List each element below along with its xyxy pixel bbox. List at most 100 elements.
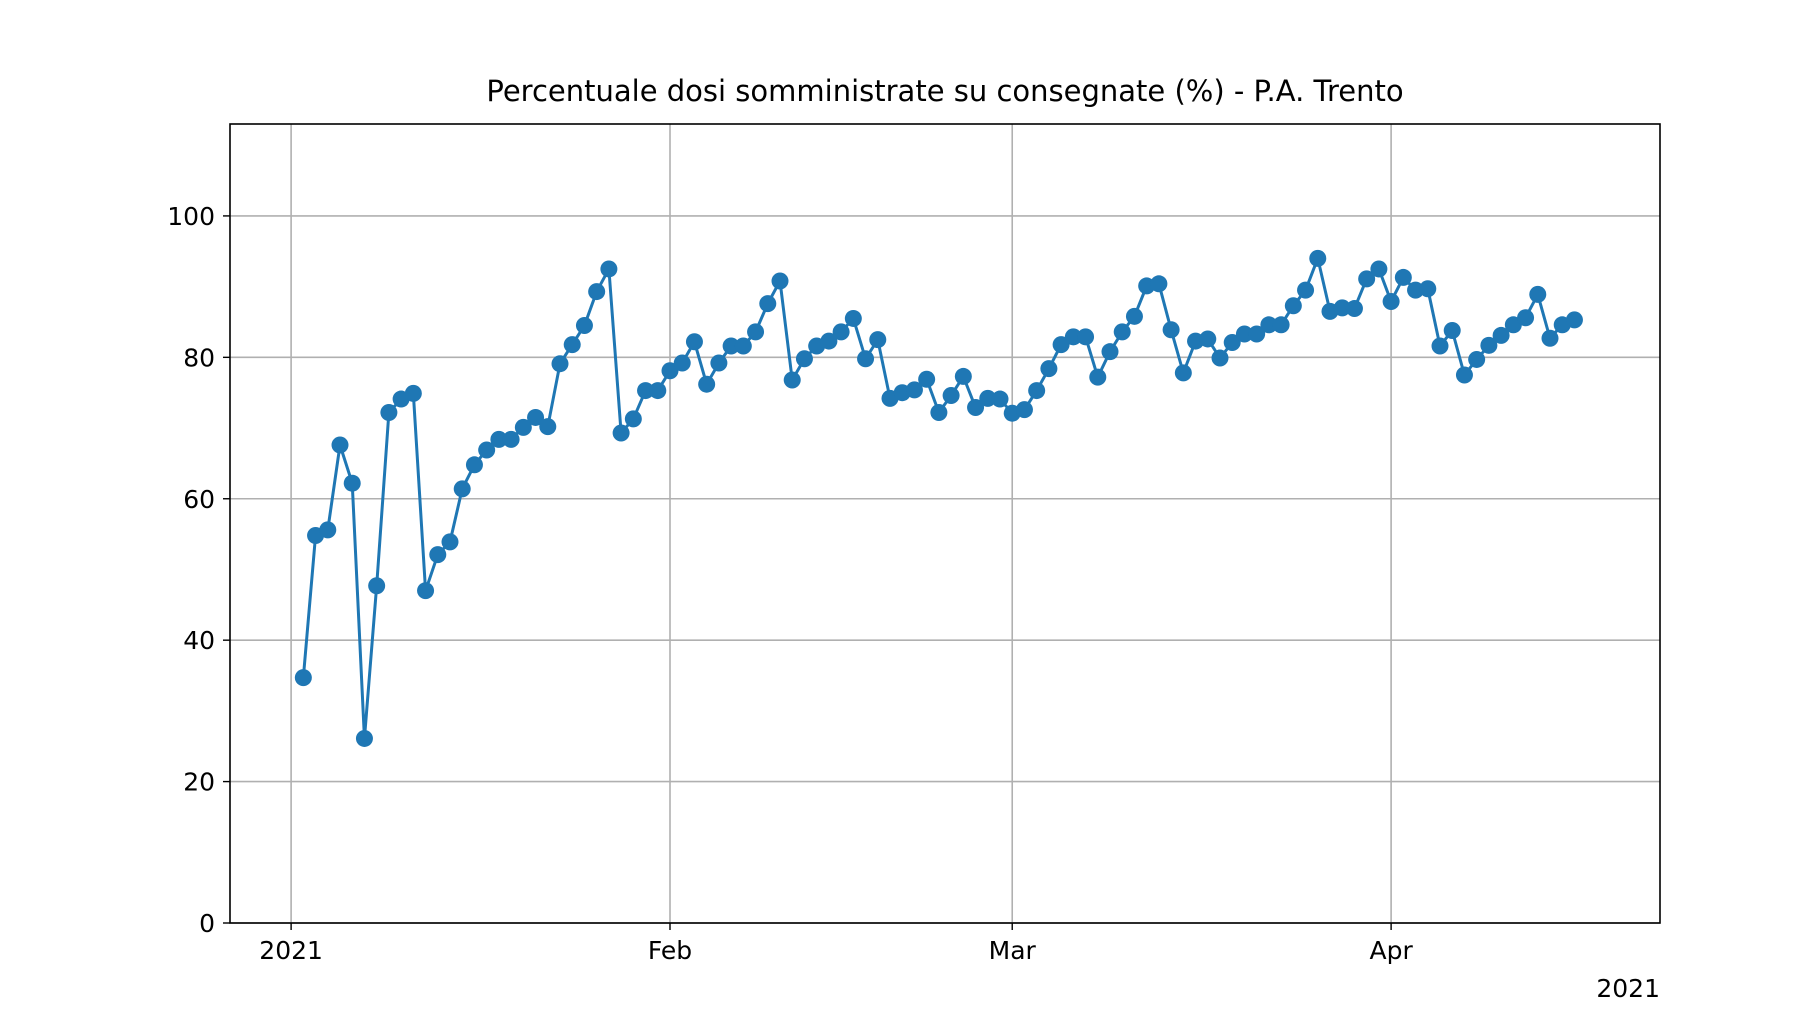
data-point — [1419, 280, 1437, 298]
data-point — [869, 331, 887, 349]
y-tick-label: 20 — [183, 768, 215, 797]
data-point — [661, 362, 679, 380]
data-point — [649, 382, 667, 400]
data-point — [1297, 281, 1315, 299]
data-point — [1529, 285, 1547, 303]
data-point — [417, 582, 435, 600]
data-point — [747, 323, 765, 341]
y-tick-label: 40 — [183, 626, 215, 655]
data-series — [294, 249, 1583, 747]
data-point — [1089, 368, 1107, 386]
data-point — [588, 283, 606, 301]
data-point — [478, 441, 496, 459]
data-point — [783, 371, 801, 389]
plot-frame — [229, 123, 1661, 924]
data-point — [527, 408, 545, 426]
data-point — [820, 332, 838, 350]
x-axis-offset-label: 2021 — [1596, 974, 1660, 1003]
data-point — [575, 317, 593, 335]
data-point — [1480, 336, 1498, 354]
data-point — [795, 350, 813, 368]
data-point — [514, 418, 532, 436]
data-point — [551, 355, 569, 373]
data-point — [1370, 260, 1388, 278]
chart-title: Percentuale dosi somministrate su conseg… — [486, 74, 1404, 108]
data-point — [685, 333, 703, 351]
y-tick-label: 60 — [183, 485, 215, 514]
data-point — [942, 387, 960, 405]
data-point — [1015, 401, 1033, 419]
data-point — [612, 424, 630, 442]
data-point — [624, 410, 642, 428]
data-point — [1333, 299, 1351, 317]
data-point — [1248, 325, 1266, 343]
x-tick-label: Feb — [648, 936, 692, 965]
data-point — [368, 577, 386, 595]
data-point — [1272, 316, 1290, 334]
data-point — [967, 399, 985, 417]
data-point — [1492, 326, 1510, 344]
x-tick-label: Mar — [989, 936, 1037, 965]
data-point — [954, 367, 972, 385]
data-point — [844, 309, 862, 327]
data-point — [857, 350, 875, 368]
data-point — [710, 354, 728, 372]
x-tick-label: 2021 — [259, 936, 323, 965]
data-point — [979, 389, 997, 407]
data-point — [1223, 333, 1241, 351]
y-tick-label: 0 — [199, 909, 215, 938]
data-point — [1455, 366, 1473, 384]
data-point — [404, 384, 422, 402]
data-point — [1052, 336, 1070, 354]
data-point — [1199, 330, 1217, 348]
data-point — [1309, 249, 1327, 267]
data-point — [1028, 382, 1046, 400]
data-point — [502, 430, 520, 448]
data-point — [380, 403, 398, 421]
data-point — [1284, 297, 1302, 315]
data-point — [905, 381, 923, 399]
data-point — [1113, 323, 1131, 341]
data-point — [1125, 307, 1143, 325]
data-point — [1235, 325, 1253, 343]
data-point — [465, 456, 483, 474]
data-point — [319, 521, 337, 539]
data-point — [1565, 311, 1583, 329]
data-point — [637, 382, 655, 400]
data-point — [991, 390, 1009, 408]
data-point — [698, 375, 716, 393]
data-point — [832, 323, 850, 341]
data-point — [441, 533, 459, 551]
data-point — [343, 474, 361, 492]
data-point — [1162, 321, 1180, 339]
data-point — [1517, 309, 1535, 327]
data-point — [771, 272, 789, 290]
data-point — [1394, 268, 1412, 286]
data-point — [539, 418, 557, 436]
data-point — [1174, 364, 1192, 382]
data-point — [1211, 349, 1229, 367]
data-point — [1431, 337, 1449, 355]
data-point — [1443, 321, 1461, 339]
data-point — [1541, 329, 1559, 347]
data-point — [1345, 300, 1363, 318]
data-point — [294, 669, 312, 687]
data-point — [1077, 328, 1095, 346]
data-point — [563, 336, 581, 354]
data-point — [673, 354, 691, 372]
y-tick-label: 80 — [183, 343, 215, 372]
data-point — [1358, 270, 1376, 288]
data-point — [1260, 316, 1278, 334]
data-point — [734, 337, 752, 355]
data-point — [600, 260, 618, 278]
axis-ticks: 0 20 40 60 80 100 2021 Feb Mar Apr — [167, 202, 1413, 965]
x-tick-label: Apr — [1369, 936, 1413, 965]
data-point — [453, 480, 471, 498]
data-point — [429, 546, 447, 564]
data-point — [1382, 292, 1400, 310]
data-point — [1101, 343, 1119, 361]
data-point — [1468, 350, 1486, 368]
data-point — [1040, 360, 1058, 378]
data-point — [1150, 275, 1168, 293]
